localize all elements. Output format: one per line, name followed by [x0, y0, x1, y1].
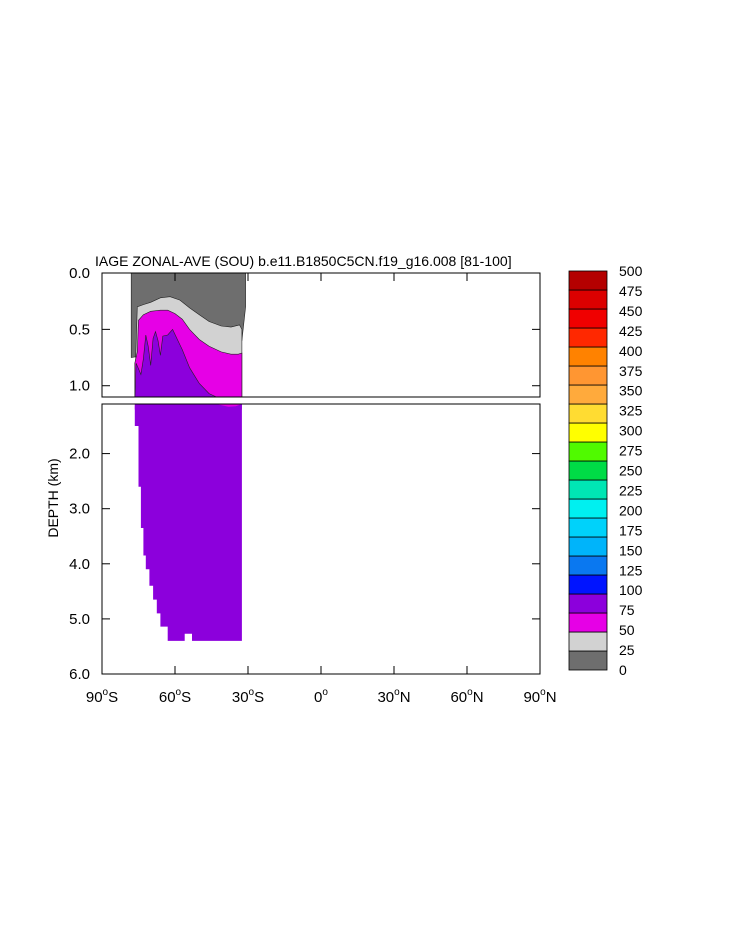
colorbar-box — [568, 517, 608, 538]
y-tick-label: 6.0 — [69, 666, 90, 683]
colorbar-label: 75 — [619, 602, 635, 618]
x-tick-label: 30oS — [232, 687, 264, 706]
x-tick-label: 90oS — [86, 687, 118, 706]
colorbar-box — [568, 593, 608, 614]
colorbar-box — [568, 536, 608, 557]
colorbar-label: 150 — [619, 542, 643, 558]
colorbar-label: 500 — [619, 263, 643, 279]
colorbar-box — [568, 289, 608, 310]
colorbar-box — [568, 327, 608, 348]
x-tick-label: 90oN — [523, 687, 556, 706]
colorbar-label: 400 — [619, 343, 643, 359]
colorbar-label: 25 — [619, 642, 635, 658]
colorbar-box — [568, 441, 608, 462]
region-75-100-upper — [134, 328, 243, 397]
colorbar-label: 275 — [619, 443, 643, 459]
colorbar-label: 325 — [619, 403, 643, 419]
colorbar-label: 300 — [619, 423, 643, 439]
colorbar-box — [568, 403, 608, 424]
y-tick-label: 3.0 — [69, 501, 90, 518]
colorbar-label: 125 — [619, 562, 643, 578]
colorbar-box — [568, 365, 608, 386]
y-tick-label: 1.0 — [69, 378, 90, 395]
colorbar-box — [568, 346, 608, 367]
x-tick-label: 60oN — [450, 687, 483, 706]
colorbar-label: 375 — [619, 363, 643, 379]
colorbar-label: 225 — [619, 482, 643, 498]
y-tick-label: 0.5 — [69, 321, 90, 338]
x-axis-ticks: 90oS 60oS 30oS 0o 30oN 60oN 90oN — [86, 273, 557, 706]
lower-panel-regions — [134, 404, 242, 641]
colorbar-box — [568, 270, 608, 291]
colorbar-label: 200 — [619, 502, 643, 518]
colorbar-box — [568, 650, 608, 671]
colorbar-box — [568, 574, 608, 595]
y-tick-label: 5.0 — [69, 611, 90, 628]
y-tick-label: 0.0 — [69, 265, 90, 282]
x-tick-label: 60oS — [159, 687, 191, 706]
colorbar-box — [568, 479, 608, 500]
colorbar: 0 25 50 75 100 125 150 175 200 225 250 275 300 325 350… — [568, 263, 643, 678]
colorbar-label: 100 — [619, 582, 643, 598]
colorbar-box — [568, 498, 608, 519]
colorbar-label: 475 — [619, 283, 643, 299]
chart-title: IAGE ZONAL-AVE (SOU) b.e11.B1850C5CN.f19… — [95, 253, 512, 269]
colorbar-box — [568, 555, 608, 576]
colorbar-box — [568, 631, 608, 652]
x-tick-label: 0o — [314, 687, 328, 706]
x-tick-label: 30oN — [377, 687, 410, 706]
colorbar-box — [568, 460, 608, 481]
colorbar-box — [568, 422, 608, 443]
colorbar-label: 425 — [619, 323, 643, 339]
colorbar-label: 0 — [619, 662, 627, 678]
upper-panel-regions — [130, 273, 246, 397]
colorbar-label: 250 — [619, 463, 643, 479]
colorbar-label: 175 — [619, 522, 643, 538]
colorbar-box — [568, 384, 608, 405]
y-tick-label: 4.0 — [69, 556, 90, 573]
y-tick-label: 2.0 — [69, 446, 90, 463]
y-axis-label: DEPTH (km) — [45, 458, 61, 537]
colorbar-label: 450 — [619, 303, 643, 319]
colorbar-label: 50 — [619, 622, 635, 638]
y-axis-ticks: 0.0 0.5 1.0 2.0 3.0 4.0 5.0 6.0 — [69, 265, 540, 683]
colorbar-box — [568, 308, 608, 329]
colorbar-box — [568, 612, 608, 633]
region-75-100-lower — [134, 404, 242, 641]
colorbar-label: 350 — [619, 383, 643, 399]
